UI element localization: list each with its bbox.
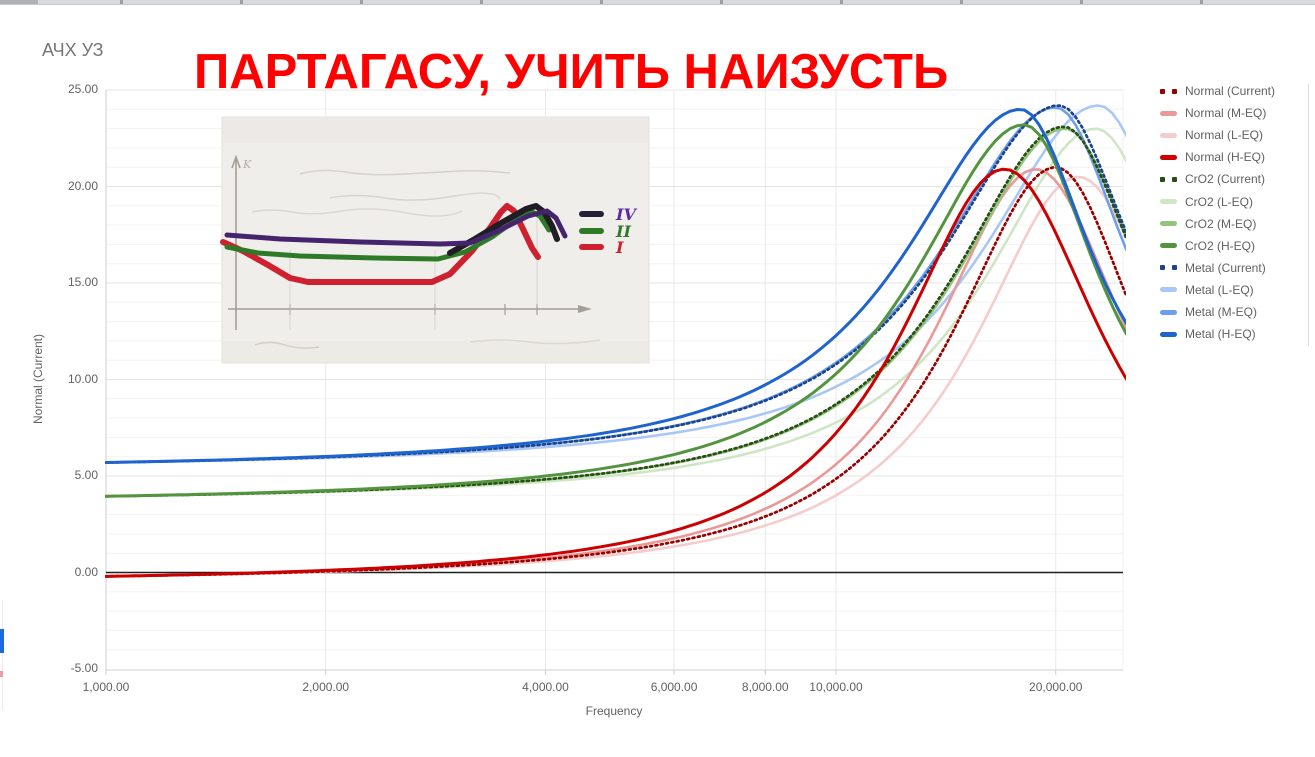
legend-swatch bbox=[1160, 110, 1177, 116]
legend-swatch bbox=[1160, 221, 1177, 227]
series-curves bbox=[105, 104, 1126, 578]
legend-item-cro2-m-eq-[interactable]: CrO2 (M-EQ) bbox=[1160, 213, 1256, 235]
x-tick-label: 1,000.00 bbox=[82, 680, 130, 694]
x-tick-label: 10,000.00 bbox=[809, 680, 863, 694]
inset-legend-num-II: II bbox=[615, 222, 631, 241]
legend-item-label: Normal (H-EQ) bbox=[1185, 150, 1265, 165]
inset-legend-num-I: I bbox=[615, 238, 624, 257]
legend-item-label: CrO2 (L-EQ) bbox=[1185, 194, 1254, 209]
x-tick-label: 4,000.00 bbox=[522, 680, 569, 694]
legend-item-metal-l-eq-[interactable]: Metal (L-EQ) bbox=[1160, 279, 1254, 301]
left-pink-tick bbox=[0, 671, 3, 677]
legend-swatch bbox=[1160, 88, 1177, 94]
legend-swatch bbox=[1160, 243, 1177, 249]
left-selection-handle[interactable] bbox=[0, 629, 4, 653]
series-line-normal-h-eq- bbox=[105, 167, 1126, 578]
spreadsheet-top-edge-block bbox=[0, 0, 38, 4]
legend-item-label: Normal (M-EQ) bbox=[1185, 106, 1267, 121]
legend-swatch bbox=[1160, 132, 1177, 138]
series-line-metal-h-eq- bbox=[105, 108, 1126, 464]
y-tick-label: 0.00 bbox=[74, 564, 98, 579]
x-tick-label: 8,000.00 bbox=[741, 680, 789, 694]
legend-item-label: CrO2 (Current) bbox=[1185, 172, 1266, 187]
legend-item-label: Metal (Current) bbox=[1185, 260, 1266, 275]
legend-swatch bbox=[1160, 199, 1177, 204]
inset-curve-IV-violet bbox=[224, 208, 568, 247]
x-tick-label: 6,000.00 bbox=[650, 680, 698, 694]
legend-swatch bbox=[1160, 154, 1177, 160]
x-tick-label: 20,000.00 bbox=[1029, 680, 1083, 694]
legend-item-label: Metal (M-EQ) bbox=[1185, 305, 1257, 319]
legend-swatch bbox=[1160, 309, 1177, 315]
y-tick-label: 5.00 bbox=[74, 468, 98, 482]
y-tick-label: -5.00 bbox=[70, 661, 98, 675]
x-tick-label: 2,000.00 bbox=[302, 680, 350, 694]
legend-item-label: CrO2 (H-EQ) bbox=[1185, 238, 1255, 253]
right-border-line bbox=[1308, 84, 1309, 346]
legend-item-normal-l-eq-[interactable]: Normal (L-EQ) bbox=[1160, 124, 1263, 146]
legend-item-label: Metal (L-EQ) bbox=[1185, 282, 1254, 297]
y-tick-label: 10.00 bbox=[67, 371, 98, 386]
legend-item-metal-h-eq-[interactable]: Metal (H-EQ) bbox=[1160, 323, 1256, 345]
legend-swatch bbox=[1160, 265, 1177, 271]
legend-item-cro2-l-eq-[interactable]: CrO2 (L-EQ) bbox=[1160, 191, 1253, 213]
y-tick-label: 20.00 bbox=[67, 178, 98, 193]
legend-swatch bbox=[1160, 176, 1177, 182]
y-tick-label: 15.00 bbox=[67, 275, 98, 289]
chart-title: АЧХ УЗ bbox=[42, 40, 104, 60]
inset-legend-num-IV: IV bbox=[615, 205, 637, 224]
spreadsheet-top-edge bbox=[0, 0, 1315, 5]
x-axis-title: Frequency bbox=[585, 704, 643, 718]
legend-item-metal-current-[interactable]: Metal (Current) bbox=[1160, 257, 1266, 279]
legend-item-normal-m-eq-[interactable]: Normal (M-EQ) bbox=[1160, 102, 1266, 124]
legend-item-label: CrO2 (M-EQ) bbox=[1185, 216, 1257, 231]
legend-item-normal-current-[interactable]: Normal (Current) bbox=[1160, 80, 1275, 102]
legend-swatch bbox=[1160, 287, 1177, 293]
inset-k-label: K bbox=[242, 158, 252, 171]
legend-item-cro2-current-[interactable]: CrO2 (Current) bbox=[1160, 168, 1265, 190]
legend-item-cro2-h-eq-[interactable]: CrO2 (H-EQ) bbox=[1160, 235, 1255, 257]
legend-item-label: Normal (Current) bbox=[1185, 84, 1276, 98]
legend-item-label: Normal (L-EQ) bbox=[1185, 128, 1264, 143]
legend-swatch bbox=[1160, 331, 1177, 337]
series-line-cro2-h-eq- bbox=[105, 123, 1126, 498]
y-tick-label: 25.00 bbox=[67, 82, 98, 96]
left-edge-line bbox=[2, 600, 3, 710]
overlay-heading: ПАРТАГАСУ, УЧИТЬ НАИЗУСТЬ bbox=[194, 45, 949, 99]
legend-item-normal-h-eq-[interactable]: Normal (H-EQ) bbox=[1160, 146, 1265, 168]
legend-item-metal-m-eq-[interactable]: Metal (M-EQ) bbox=[1160, 301, 1257, 323]
legend-item-label: Metal (H-EQ) bbox=[1185, 327, 1256, 342]
